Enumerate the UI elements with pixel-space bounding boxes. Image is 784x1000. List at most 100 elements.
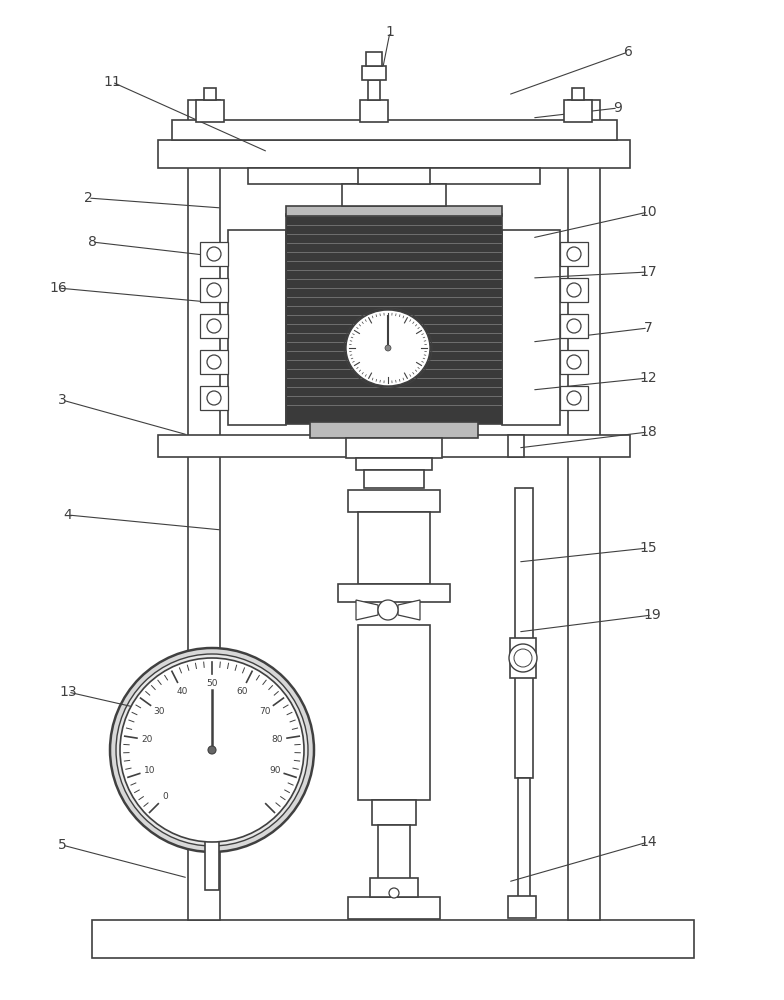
Bar xyxy=(510,638,536,678)
Bar xyxy=(286,206,502,216)
Text: 7: 7 xyxy=(644,321,652,335)
Bar xyxy=(518,778,530,898)
Text: 2: 2 xyxy=(84,191,93,205)
Bar xyxy=(248,168,540,184)
Text: 11: 11 xyxy=(103,75,121,89)
Text: 30: 30 xyxy=(153,707,165,716)
Bar xyxy=(372,800,416,825)
Bar xyxy=(368,80,380,100)
Text: 16: 16 xyxy=(49,281,67,295)
Bar xyxy=(348,490,440,512)
Text: 20: 20 xyxy=(141,735,153,744)
Text: 0: 0 xyxy=(162,792,169,801)
Text: 14: 14 xyxy=(639,835,657,849)
Bar xyxy=(342,184,446,206)
Circle shape xyxy=(116,654,308,846)
Bar xyxy=(560,350,588,374)
Circle shape xyxy=(378,600,398,620)
Text: 5: 5 xyxy=(58,838,67,852)
Bar xyxy=(158,435,630,457)
Bar xyxy=(200,350,228,374)
Bar xyxy=(360,100,388,122)
Bar xyxy=(560,242,588,266)
Circle shape xyxy=(120,658,304,842)
Text: 6: 6 xyxy=(623,45,633,59)
Circle shape xyxy=(385,345,391,351)
Text: 8: 8 xyxy=(88,235,96,249)
Bar xyxy=(200,242,228,266)
Circle shape xyxy=(207,319,221,333)
Bar xyxy=(356,458,432,470)
Text: 9: 9 xyxy=(614,101,622,115)
Bar xyxy=(560,278,588,302)
Circle shape xyxy=(207,247,221,261)
Circle shape xyxy=(208,746,216,754)
Bar xyxy=(560,386,588,410)
Text: 70: 70 xyxy=(260,707,271,716)
Circle shape xyxy=(509,644,537,672)
Text: 15: 15 xyxy=(639,541,657,555)
Bar xyxy=(362,66,386,80)
Circle shape xyxy=(567,391,581,405)
Circle shape xyxy=(567,283,581,297)
Bar xyxy=(188,100,220,920)
Bar xyxy=(508,896,536,918)
Bar xyxy=(564,100,592,122)
Text: 80: 80 xyxy=(271,735,283,744)
Bar xyxy=(358,512,430,584)
Text: 13: 13 xyxy=(59,685,77,699)
Bar xyxy=(92,920,694,958)
Bar xyxy=(515,488,533,778)
Text: 50: 50 xyxy=(206,680,218,688)
Text: 60: 60 xyxy=(236,687,248,696)
Text: 19: 19 xyxy=(643,608,661,622)
Circle shape xyxy=(567,319,581,333)
Text: 18: 18 xyxy=(639,425,657,439)
Text: 40: 40 xyxy=(176,687,187,696)
Text: 17: 17 xyxy=(639,265,657,279)
Bar xyxy=(205,840,219,890)
Bar xyxy=(200,278,228,302)
Bar xyxy=(310,422,478,438)
Text: 4: 4 xyxy=(64,508,72,522)
Bar xyxy=(338,584,450,602)
Bar xyxy=(378,825,410,897)
Bar xyxy=(358,168,430,184)
Bar xyxy=(568,100,600,920)
Bar xyxy=(364,470,424,488)
Bar xyxy=(200,314,228,338)
Bar xyxy=(158,140,630,168)
Circle shape xyxy=(207,283,221,297)
Polygon shape xyxy=(356,600,378,620)
Text: 1: 1 xyxy=(386,25,394,39)
Bar xyxy=(172,120,617,140)
Text: 3: 3 xyxy=(58,393,67,407)
Bar xyxy=(348,897,440,919)
Bar xyxy=(560,314,588,338)
Circle shape xyxy=(514,649,532,667)
Circle shape xyxy=(389,888,399,898)
Bar xyxy=(228,230,286,425)
Circle shape xyxy=(567,355,581,369)
Circle shape xyxy=(110,648,314,852)
Text: 12: 12 xyxy=(639,371,657,385)
Ellipse shape xyxy=(346,310,430,386)
Bar xyxy=(572,88,584,100)
Bar xyxy=(204,88,216,100)
Text: 10: 10 xyxy=(143,766,155,775)
Bar xyxy=(196,100,224,122)
Circle shape xyxy=(207,355,221,369)
Text: 10: 10 xyxy=(639,205,657,219)
Bar xyxy=(366,52,382,66)
Bar xyxy=(370,878,418,897)
Bar xyxy=(346,438,442,458)
Bar xyxy=(358,625,430,800)
Circle shape xyxy=(207,391,221,405)
Bar xyxy=(200,386,228,410)
Circle shape xyxy=(567,247,581,261)
Text: 90: 90 xyxy=(269,766,281,775)
Bar xyxy=(502,230,560,425)
Polygon shape xyxy=(398,600,420,620)
Bar xyxy=(286,214,502,424)
Bar xyxy=(508,435,524,457)
